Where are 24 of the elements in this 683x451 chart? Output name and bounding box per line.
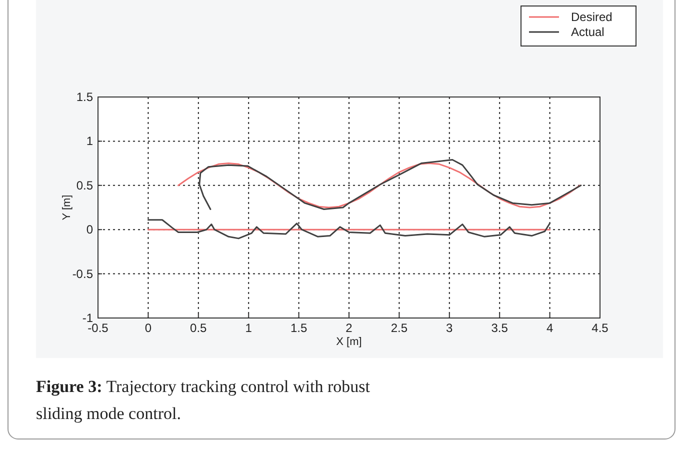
caption: Figure 3: Trajectory tracking control with robust sliding mode control. bbox=[36, 377, 374, 423]
x-tick-label: 3 bbox=[446, 321, 454, 335]
x-tick-label: 4.5 bbox=[592, 321, 609, 335]
x-tick-label: 1 bbox=[245, 321, 252, 335]
y-tick-label: 1.5 bbox=[76, 90, 94, 104]
x-tick-label: 3.5 bbox=[491, 321, 508, 335]
y-tick-label: 0 bbox=[86, 222, 94, 237]
legend-label: Desired bbox=[571, 10, 612, 24]
x-axis-title: X [m] bbox=[336, 336, 362, 348]
x-tick-label: 0.5 bbox=[190, 321, 208, 335]
line-series bbox=[147, 219, 551, 240]
x-tick-label: 1.5 bbox=[290, 321, 308, 335]
y-tick-label: -1 bbox=[82, 311, 94, 325]
x-tick-label: 4 bbox=[546, 321, 554, 335]
y-tick-label: 1 bbox=[86, 134, 94, 148]
y-tick-label: -0.5 bbox=[72, 266, 94, 281]
x-tick-label: 2 bbox=[346, 321, 353, 335]
y-tick-label: 0.5 bbox=[76, 178, 94, 192]
line-series bbox=[178, 162, 581, 208]
legend-label: Actual bbox=[571, 25, 604, 39]
line-series bbox=[198, 159, 582, 210]
x-tick-label: 0 bbox=[144, 321, 152, 335]
x-tick-label: 2.5 bbox=[390, 321, 408, 335]
y-axis-title: Y [m] bbox=[61, 194, 73, 220]
